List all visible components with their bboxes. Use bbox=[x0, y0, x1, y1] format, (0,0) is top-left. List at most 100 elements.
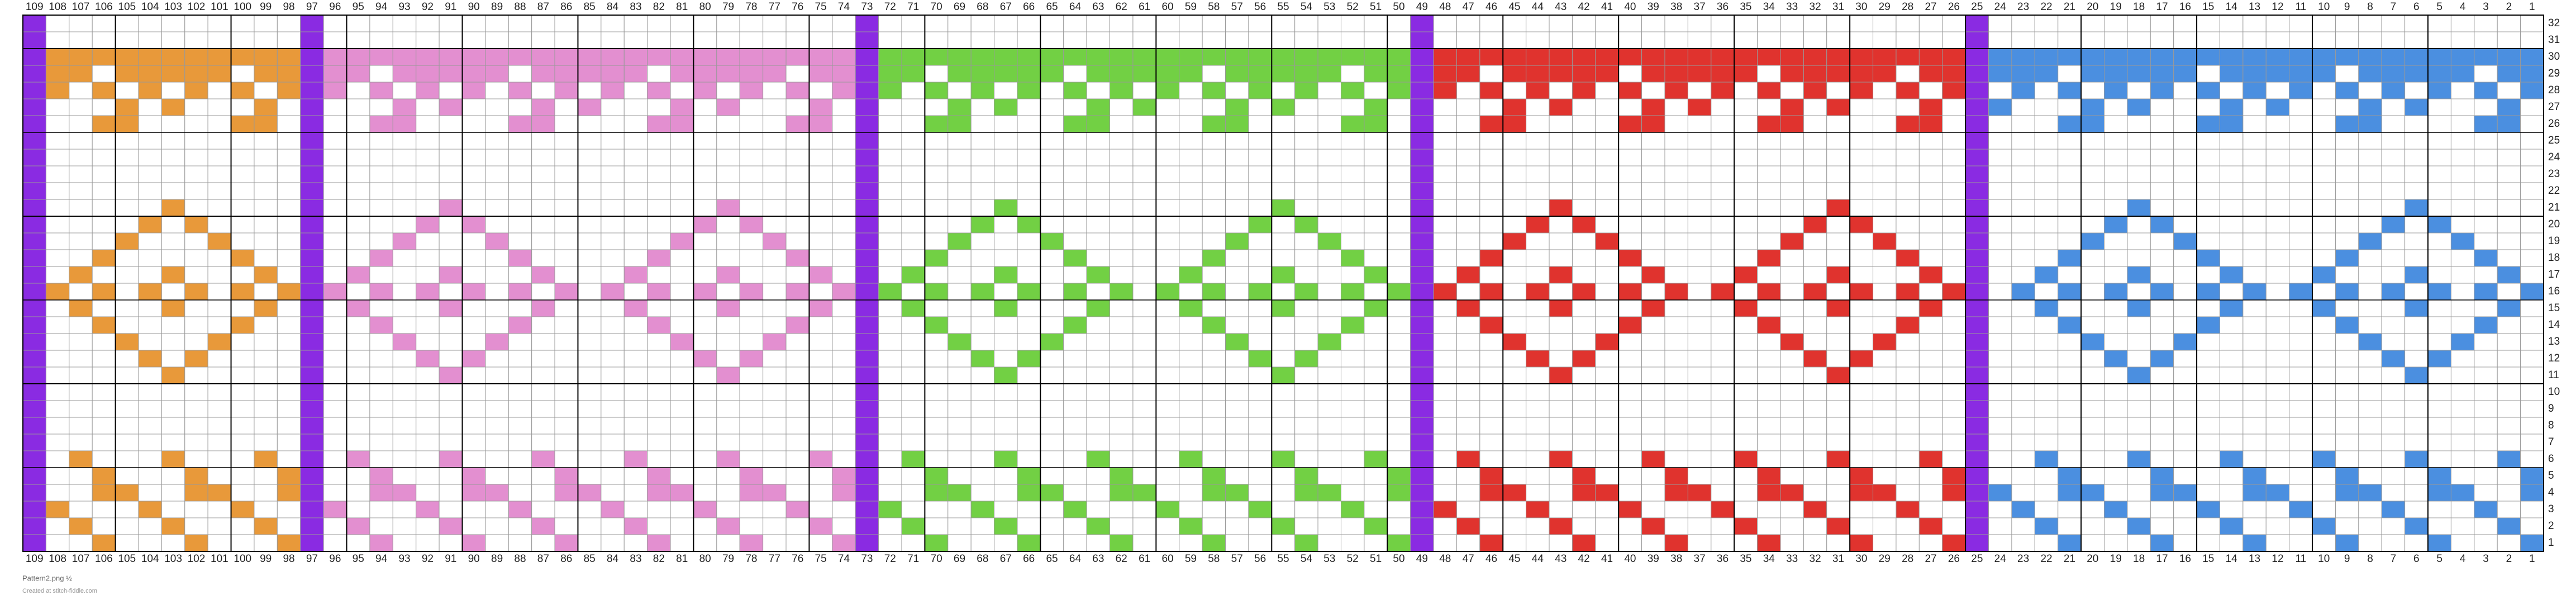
cell bbox=[92, 266, 116, 284]
cell bbox=[439, 266, 463, 284]
cell bbox=[1942, 400, 1966, 418]
cell bbox=[1225, 31, 1249, 49]
cell bbox=[1826, 216, 1850, 234]
cell bbox=[69, 132, 93, 150]
cell bbox=[207, 467, 232, 485]
cell bbox=[716, 165, 740, 183]
cell bbox=[924, 316, 949, 334]
cell bbox=[2312, 165, 2336, 183]
cell bbox=[2265, 350, 2290, 368]
cell bbox=[1155, 350, 1180, 368]
cell bbox=[2289, 48, 2313, 66]
cell bbox=[1086, 199, 1111, 217]
cell bbox=[2150, 149, 2174, 166]
col-label-bottom: 92 bbox=[422, 553, 434, 565]
cell bbox=[1618, 15, 1642, 32]
cell bbox=[45, 350, 70, 368]
cell bbox=[1456, 517, 1480, 535]
cell bbox=[1248, 366, 1272, 384]
col-label-bottom: 58 bbox=[1208, 553, 1220, 565]
cell bbox=[1017, 98, 1041, 116]
cell bbox=[1248, 350, 1272, 368]
cell bbox=[1202, 316, 1226, 334]
cell bbox=[554, 350, 578, 368]
cell bbox=[2265, 266, 2290, 284]
cell bbox=[1826, 299, 1850, 317]
cell bbox=[1179, 400, 1203, 418]
cell bbox=[1734, 165, 1758, 183]
cell bbox=[1988, 417, 2012, 435]
cell bbox=[1849, 400, 1874, 418]
cell bbox=[416, 433, 440, 451]
cell bbox=[69, 316, 93, 334]
cell bbox=[2080, 333, 2105, 351]
cell bbox=[1433, 132, 1457, 150]
cell bbox=[1387, 366, 1411, 384]
cell bbox=[763, 31, 787, 49]
cell bbox=[231, 467, 255, 485]
cell bbox=[2034, 165, 2059, 183]
cell bbox=[2404, 534, 2429, 552]
cell bbox=[1780, 115, 1804, 133]
cell bbox=[300, 65, 324, 83]
cell bbox=[2289, 98, 2313, 116]
cell bbox=[461, 517, 486, 535]
cell bbox=[1896, 350, 1920, 368]
cell bbox=[2335, 132, 2359, 150]
cell bbox=[1687, 484, 1712, 502]
cell bbox=[1572, 132, 1596, 150]
cell bbox=[1664, 299, 1688, 317]
cell bbox=[647, 232, 671, 250]
cell bbox=[2058, 216, 2082, 234]
cell bbox=[392, 216, 417, 234]
cell bbox=[2450, 283, 2475, 301]
cell bbox=[2497, 366, 2521, 384]
col-label-top: 87 bbox=[537, 1, 549, 13]
cell bbox=[2058, 534, 2082, 552]
cell bbox=[1179, 115, 1203, 133]
cell bbox=[45, 15, 70, 32]
cell bbox=[2104, 433, 2128, 451]
cell bbox=[1526, 65, 1550, 83]
cell bbox=[392, 15, 417, 32]
cell bbox=[69, 350, 93, 368]
cell bbox=[323, 216, 347, 234]
cell bbox=[207, 82, 232, 99]
cell bbox=[1549, 31, 1573, 49]
cell bbox=[1803, 433, 1827, 451]
cell bbox=[1340, 48, 1365, 66]
cell bbox=[693, 534, 717, 552]
cell bbox=[785, 350, 810, 368]
cell bbox=[300, 366, 324, 384]
cell bbox=[577, 31, 602, 49]
col-label-bottom: 100 bbox=[234, 553, 251, 565]
cell bbox=[2011, 82, 2035, 99]
cell bbox=[1664, 232, 1688, 250]
cell bbox=[369, 149, 393, 166]
cell bbox=[138, 350, 162, 368]
cell bbox=[184, 182, 208, 200]
cell bbox=[693, 232, 717, 250]
cell bbox=[416, 115, 440, 133]
cell bbox=[1063, 467, 1087, 485]
col-label-bottom: 83 bbox=[630, 553, 641, 565]
cell bbox=[2312, 433, 2336, 451]
cell bbox=[554, 333, 578, 351]
cell bbox=[1040, 400, 1064, 418]
cell bbox=[1110, 333, 1134, 351]
cell bbox=[878, 266, 902, 284]
cell bbox=[1225, 249, 1249, 267]
cell bbox=[2150, 98, 2174, 116]
cell bbox=[346, 467, 370, 485]
col-label-bottom: 23 bbox=[2017, 553, 2029, 565]
cell bbox=[2242, 517, 2267, 535]
cell bbox=[1664, 48, 1688, 66]
cell bbox=[1896, 15, 1920, 32]
cell bbox=[300, 115, 324, 133]
cell bbox=[231, 350, 255, 368]
cell bbox=[1595, 467, 1619, 485]
cell bbox=[2219, 199, 2244, 217]
cell bbox=[1479, 266, 1503, 284]
cell bbox=[254, 65, 278, 83]
cell bbox=[2358, 232, 2382, 250]
